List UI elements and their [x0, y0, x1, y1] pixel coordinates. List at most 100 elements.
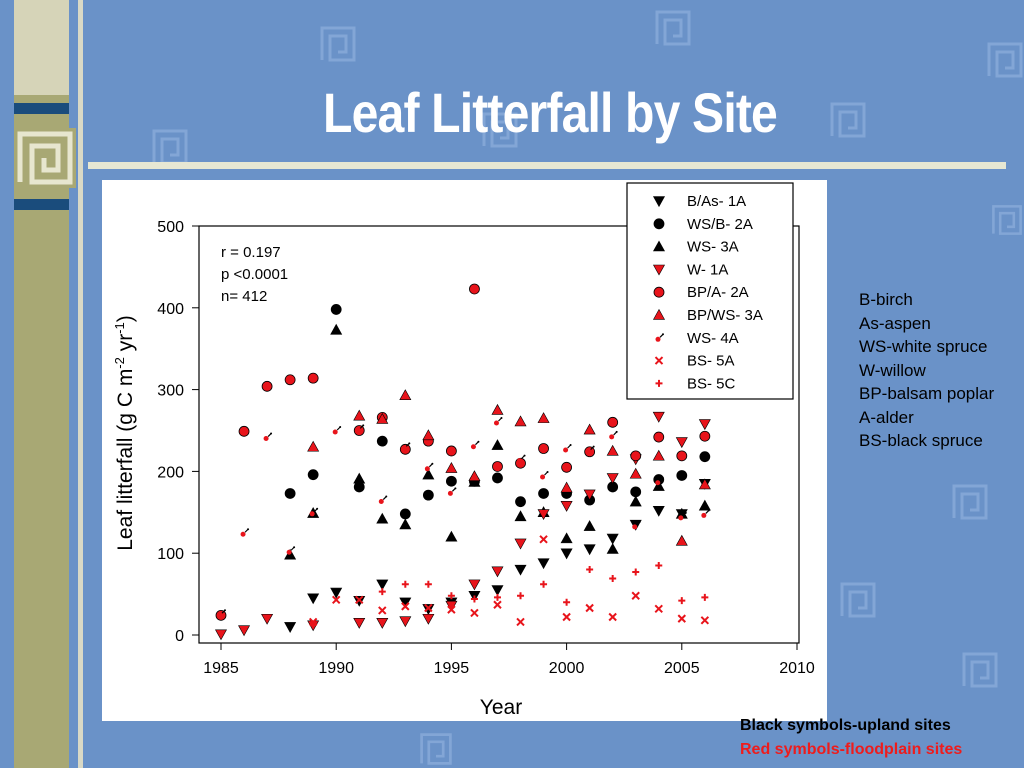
data-point: [424, 603, 433, 613]
footnote-floodplain: Red symbols-floodplain sites: [740, 741, 963, 758]
data-point: [538, 488, 549, 499]
data-point: [583, 489, 596, 501]
stat-n: n= 412: [221, 288, 267, 305]
bg-key-icon: [152, 129, 188, 165]
data-point: [445, 462, 458, 473]
bg-key-icon: [482, 112, 518, 148]
bg-key-icon: [320, 26, 356, 62]
data-point: [330, 304, 342, 315]
data-point: [493, 600, 502, 609]
abbr-item: W-willow: [859, 360, 926, 380]
abbr-item: BP-balsam poplar: [859, 384, 995, 403]
abbr-item: B-birch: [859, 290, 913, 309]
abbr-item: As-aspen: [859, 313, 931, 333]
y-tick-label: 100: [157, 546, 184, 563]
data-point: [307, 440, 320, 452]
data-point: [583, 423, 596, 435]
data-point: [537, 558, 550, 570]
data-point: [631, 591, 640, 600]
data-point: [699, 430, 711, 442]
data-point: [307, 593, 320, 605]
data-point: [676, 450, 688, 462]
plot-frame: [198, 225, 800, 644]
data-point: [447, 605, 456, 614]
data-point: [538, 443, 549, 454]
stat-p: p <0.0001: [221, 266, 288, 283]
data-point: [607, 416, 619, 428]
data-point: [630, 450, 642, 462]
data-point: [376, 618, 389, 629]
data-point: [307, 372, 319, 384]
data-point: [629, 467, 642, 479]
data-point: [539, 535, 548, 544]
data-point: [445, 530, 458, 542]
data-point: [376, 579, 389, 591]
data-point: [653, 431, 665, 443]
bg-key-icon: [420, 733, 452, 765]
data-point: [517, 592, 525, 600]
data-point: [586, 445, 595, 455]
y-label-sup1: -2: [112, 357, 127, 369]
data-point: [606, 533, 619, 545]
data-point: [701, 593, 709, 601]
data-point: [399, 518, 412, 530]
data-point: [422, 489, 434, 501]
legend-label: BS- 5A: [687, 353, 735, 370]
data-point: [401, 580, 409, 588]
data-point: [562, 612, 571, 622]
data-point: [238, 425, 250, 437]
y-label-end: ): [114, 315, 137, 322]
data-point: [399, 389, 412, 401]
data-point: [261, 613, 274, 625]
data-point: [491, 403, 504, 415]
data-point: [491, 439, 504, 450]
chart-panel: 0 100 200 300 400 500 1985 1990 1995 2000 2005 201…: [102, 180, 827, 721]
data-point: [677, 614, 687, 623]
data-point: [560, 481, 573, 493]
legend-label: B/As- 1A: [687, 193, 746, 210]
data-point: [330, 323, 343, 335]
slide-title: Leaf Litterfall by Site: [323, 81, 778, 144]
y-label-mid: yr: [114, 334, 137, 357]
legend-marker: [654, 356, 664, 365]
data-point: [308, 617, 318, 627]
data-point: [355, 424, 365, 433]
data-point: [468, 475, 481, 487]
stat-r: r = 0.197: [221, 244, 281, 261]
data-point: [284, 374, 296, 386]
data-point: [493, 593, 501, 601]
data-point: [540, 470, 549, 480]
legend-marker: [653, 218, 665, 230]
data-point: [606, 473, 619, 485]
x-tick-label: 1985: [203, 660, 239, 677]
legend-marker: [652, 196, 666, 208]
data-point: [493, 417, 503, 426]
data-point: [469, 283, 480, 295]
y-label-main: Leaf litterfall (g C m: [114, 369, 137, 551]
abbr-item: BS-black spruce: [859, 431, 983, 450]
data-point: [652, 480, 665, 491]
data-point: [468, 579, 481, 591]
data-point: [560, 501, 573, 512]
data-point: [470, 440, 480, 450]
data-point: [700, 616, 710, 625]
data-point: [401, 442, 411, 451]
data-point: [514, 538, 527, 550]
legend-label: WS- 4A: [687, 330, 739, 347]
data-point: [492, 461, 503, 472]
y-tick-label: 200: [157, 464, 184, 481]
data-point: [491, 585, 504, 597]
data-point: [652, 449, 665, 461]
legend-label: WS/B- 2A: [687, 216, 753, 233]
data-point: [654, 604, 663, 614]
data-point: [540, 580, 548, 588]
data-point: [563, 598, 571, 606]
data-point: [675, 534, 688, 546]
data-point: [585, 603, 594, 613]
legend-marker: [655, 333, 664, 342]
footnote-upland: Black symbols-upland sites: [740, 717, 951, 734]
data-point: [399, 508, 411, 520]
bg-key-icon: [830, 102, 866, 138]
data-point: [353, 409, 366, 421]
bg-key-icon: [952, 484, 988, 520]
